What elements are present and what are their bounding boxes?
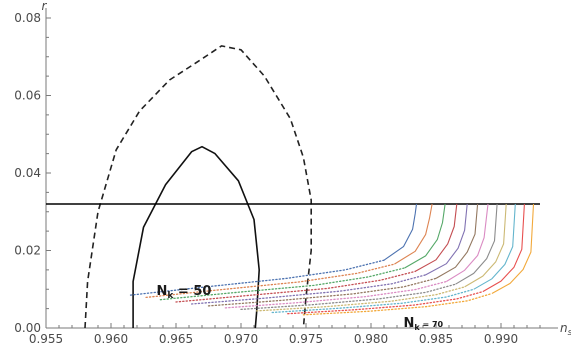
x-tick-label: 0.980 — [354, 332, 388, 346]
series-5-dotted-segment — [190, 274, 427, 305]
contour-68-solid — [132, 145, 261, 329]
series-5-solid-segment — [425, 203, 468, 276]
series-10-dotted-segment — [271, 288, 475, 314]
annotation-value: = 50 — [173, 284, 211, 299]
series-4-solid-segment — [414, 203, 458, 272]
series-3-solid-segment — [404, 203, 446, 269]
y-tick-label: 0.04 — [14, 166, 41, 180]
series-1-dotted-segment — [129, 259, 385, 296]
series-9-solid-segment — [464, 203, 507, 288]
series-9-dotted-segment — [255, 286, 466, 312]
x-tick-label: 0.965 — [159, 332, 193, 346]
y-tick-label: 0.02 — [14, 244, 41, 258]
x-tick-label: 0.985 — [419, 332, 453, 346]
annotation-1: Nk = 50 — [157, 284, 212, 301]
contour-95-dashed — [84, 45, 313, 329]
series-11-dotted-segment — [287, 290, 484, 315]
series-1-solid-segment — [383, 203, 418, 261]
axes: 0.955 0.960 0.965 0.970 0.975 0.980 0.985 0.990… — [14, 0, 571, 346]
series-2-dotted-segment — [145, 263, 396, 299]
series-8-solid-segment — [455, 203, 498, 285]
series-6-dotted-segment — [207, 277, 437, 307]
series-3-dotted-segment — [159, 267, 406, 301]
x-tick-label: 0.955 — [29, 332, 63, 346]
series-10-solid-segment — [473, 203, 516, 290]
y-tick-label: 0.06 — [14, 89, 41, 103]
x-tick-label: 0.975 — [289, 332, 323, 346]
series-6-solid-segment — [435, 203, 479, 279]
series-12-dotted-segment — [302, 292, 493, 316]
annotation-value: = 70 — [420, 320, 444, 329]
series-11-solid-segment — [482, 203, 525, 293]
confidence-contours — [84, 45, 313, 329]
series-12-solid-segment — [491, 203, 535, 294]
annotation-2: Nk = 70 — [404, 316, 444, 332]
series-4-dotted-segment — [175, 270, 416, 303]
series-2-solid-segment — [394, 203, 433, 265]
x-tick-label: 0.970 — [224, 332, 258, 346]
annotations: Nk = 50 Nk = 70 — [157, 284, 444, 332]
annotation-subscript: k — [167, 291, 174, 301]
annotation-subscript: k — [414, 323, 420, 332]
y-tick-label: 0.08 — [14, 11, 41, 25]
series-7-solid-segment — [446, 203, 489, 282]
y-axis-label: r — [42, 0, 48, 13]
x-axis-label: ns — [560, 321, 571, 338]
x-axis-label-subscript: s — [568, 328, 571, 338]
y-tick-label: 0.00 — [14, 321, 41, 335]
x-tick-label: 0.960 — [94, 332, 128, 346]
x-tick-label: 0.990 — [484, 332, 518, 346]
prediction-curves — [129, 203, 535, 316]
series-7-dotted-segment — [224, 280, 448, 309]
